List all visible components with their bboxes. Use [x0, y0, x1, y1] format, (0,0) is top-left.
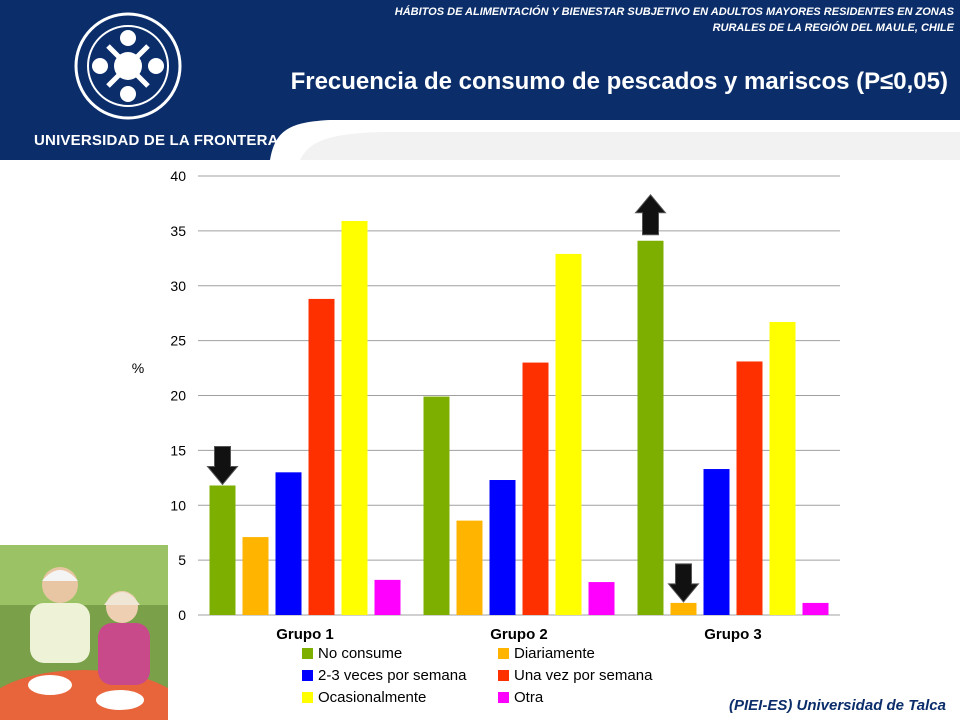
elderly-couple-photo — [0, 545, 168, 720]
arrow-down-icon — [206, 445, 239, 486]
bar — [670, 602, 697, 615]
y-tick-label: 35 — [170, 223, 186, 239]
legend-swatch — [498, 648, 509, 659]
bar — [423, 396, 450, 615]
category-label: Grupo 2 — [490, 626, 548, 643]
subtitle-line-2: RURALES DE LA REGIÓN DEL MAULE, CHILE — [712, 22, 954, 34]
legend-label: Diariamente — [514, 645, 595, 662]
bar — [802, 602, 829, 615]
bar — [769, 321, 796, 615]
bar — [374, 579, 401, 615]
y-tick-label: 20 — [170, 388, 186, 404]
legend-label: No consume — [318, 645, 402, 662]
presentation-subtitle: HÁBITOS DE ALIMENTACIÓN Y BIENESTAR SUBJ… — [314, 4, 954, 36]
legend-swatch — [498, 692, 509, 703]
university-name: UNIVERSIDAD DE LA FRONTERA — [34, 132, 279, 149]
bar — [456, 520, 483, 615]
legend-swatch — [302, 692, 313, 703]
y-tick-label: 15 — [170, 442, 186, 458]
category-label: Grupo 3 — [704, 626, 762, 643]
bar — [308, 298, 335, 615]
y-tick-label: 25 — [170, 333, 186, 349]
bar — [209, 485, 236, 615]
y-tick-label: 0 — [178, 607, 186, 623]
arrow-down-icon — [667, 563, 700, 603]
university-seal-icon — [74, 12, 182, 120]
footer-credit: (PIEI-ES) Universidad de Talca — [728, 697, 946, 714]
header-wave-decoration — [270, 120, 960, 160]
y-tick-label: 30 — [170, 278, 186, 294]
header-banner: UNIVERSIDAD DE LA FRONTERA HÁBITOS DE AL… — [0, 0, 960, 160]
legend-swatch — [498, 670, 509, 681]
arrow-up-icon — [634, 193, 667, 236]
y-axis-label: % — [132, 360, 144, 376]
bar — [555, 253, 582, 616]
y-tick-label: 10 — [170, 497, 186, 513]
y-tick-label: 40 — [170, 168, 186, 184]
legend-swatch — [302, 648, 313, 659]
slide-title: Frecuencia de consumo de pescados y mari… — [290, 68, 948, 95]
bar — [736, 361, 763, 615]
bar — [341, 220, 368, 615]
legend-swatch — [302, 670, 313, 681]
subtitle-line-1: HÁBITOS DE ALIMENTACIÓN Y BIENESTAR SUBJ… — [394, 6, 954, 18]
bar — [588, 582, 615, 615]
bar — [275, 472, 302, 615]
category-label: Grupo 1 — [276, 626, 334, 643]
y-tick-label: 5 — [178, 552, 186, 568]
legend-label: Ocasionalmente — [318, 689, 426, 706]
bar — [242, 537, 269, 615]
bar — [489, 480, 516, 615]
bar — [637, 240, 664, 615]
bar-chart: 0 5 10 15 20 25 30 35 40% Grupo 1 Grupo 2 Grupo 3 No… — [132, 168, 840, 706]
legend-label: Una vez por semana — [514, 667, 653, 684]
legend-label: Otra — [514, 689, 544, 706]
legend-label: 2-3 veces por semana — [318, 667, 467, 684]
bar — [703, 469, 730, 615]
bar — [522, 362, 549, 615]
